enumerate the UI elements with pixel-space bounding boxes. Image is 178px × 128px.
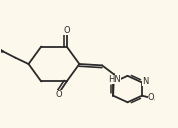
Text: O: O bbox=[56, 90, 62, 99]
Text: N: N bbox=[142, 77, 148, 86]
Text: O: O bbox=[148, 93, 154, 102]
Text: HN: HN bbox=[108, 75, 121, 84]
Text: O: O bbox=[63, 26, 70, 35]
